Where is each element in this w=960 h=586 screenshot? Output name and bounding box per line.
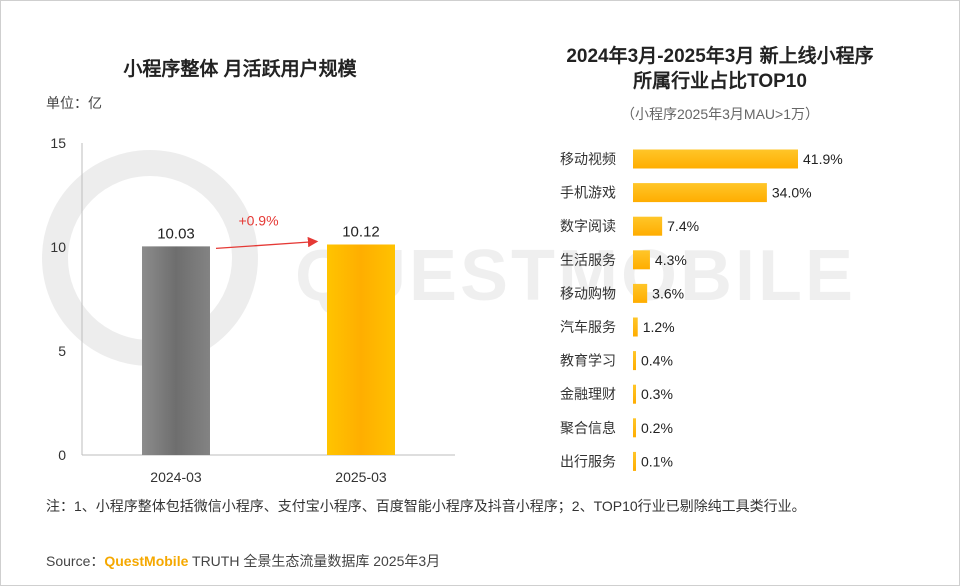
- category-label: 教育学习: [560, 353, 616, 369]
- category-label: 聚合信息: [560, 420, 616, 436]
- bar-2024-03: [142, 246, 210, 455]
- bar-移动购物: [633, 283, 648, 303]
- y-tick-label: 0: [58, 447, 66, 463]
- bar-value-label: 0.1%: [641, 453, 673, 469]
- category-label: 数字阅读: [560, 218, 616, 234]
- footnote: 注：1、小程序整体包括微信小程序、支付宝小程序、百度智能小程序及抖音小程序；2、…: [46, 498, 806, 514]
- bar-2025-03: [327, 244, 395, 455]
- bar-value-label: 3.6%: [652, 285, 684, 301]
- growth-label: +0.9%: [238, 212, 278, 228]
- bar-value-label: 7.4%: [667, 218, 699, 234]
- category-label: 手机游戏: [560, 185, 616, 201]
- category-label: 汽车服务: [560, 319, 616, 335]
- bar-手机游戏: [633, 183, 767, 203]
- bar-value-label: 0.3%: [641, 386, 673, 402]
- source-suffix: TRUTH 全景生态流量数据库 2025年3月: [188, 553, 441, 569]
- right-chart-title-line2: 所属行业占比TOP10: [633, 71, 807, 92]
- bar-value-label: 4.3%: [655, 252, 687, 268]
- bar-value-label: 0.4%: [641, 353, 673, 369]
- bar-数字阅读: [633, 216, 663, 236]
- bar-汽车服务: [633, 317, 638, 337]
- source-prefix: Source：: [46, 553, 105, 569]
- right-chart-title: 2024年3月-2025年3月 新上线小程序 所属行业占比TOP10: [520, 44, 920, 94]
- y-tick-label: 10: [50, 239, 66, 255]
- category-label: 出行服务: [560, 453, 616, 469]
- source-brand: QuestMobile: [104, 553, 189, 569]
- right-chart-title-line1: 2024年3月-2025年3月 新上线小程序: [566, 46, 874, 67]
- left-chart-unit: 单位：亿: [46, 95, 102, 111]
- category-label: 移动购物: [560, 285, 616, 301]
- category-label: 移动视频: [560, 151, 616, 167]
- source-line: Source：QuestMobile TRUTH 全景生态流量数据库 2025年…: [46, 551, 440, 571]
- y-tick-label: 5: [58, 343, 66, 359]
- bar-value-label: 0.2%: [641, 420, 673, 436]
- bar-value-label: 41.9%: [803, 151, 843, 167]
- bar-value-label: 10.03: [157, 225, 195, 242]
- left-chart-title: 小程序整体 月活跃用户规模: [123, 59, 357, 80]
- category-label: 金融理财: [560, 386, 616, 402]
- bar-聚合信息: [633, 418, 636, 438]
- x-tick-label: 2025-03: [335, 469, 387, 485]
- bar-value-label: 34.0%: [772, 185, 812, 201]
- bar-value-label: 10.12: [342, 224, 380, 241]
- bar-移动视频: [633, 149, 798, 169]
- bar-金融理财: [633, 384, 636, 404]
- category-label: 生活服务: [560, 252, 616, 268]
- y-tick-label: 15: [50, 135, 66, 151]
- growth-arrow: [215, 236, 319, 250]
- bar-value-label: 1.2%: [643, 319, 675, 335]
- right-chart-subtitle: （小程序2025年3月MAU>1万）: [620, 106, 819, 122]
- bar-生活服务: [633, 250, 650, 270]
- bar-教育学习: [633, 351, 636, 371]
- x-tick-label: 2024-03: [150, 469, 202, 485]
- bar-出行服务: [633, 451, 636, 471]
